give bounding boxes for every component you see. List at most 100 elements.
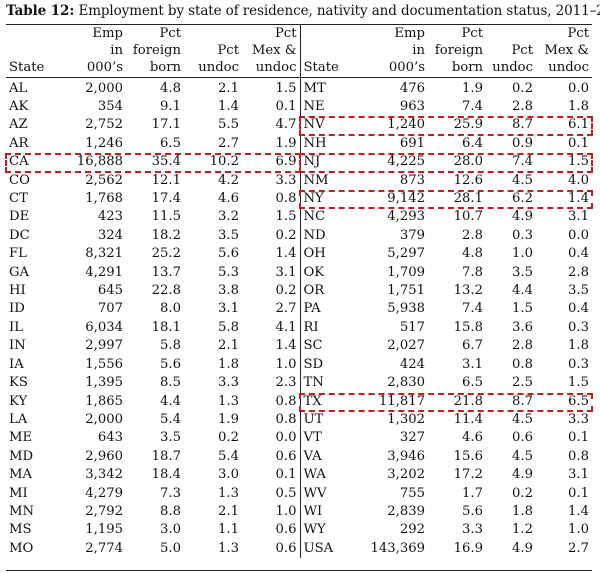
value-cell: 1.9: [275, 135, 297, 151]
value-cell: 35.4: [151, 154, 181, 170]
header-cell: undoc: [242, 59, 300, 78]
value-cell: 1.4: [218, 99, 239, 115]
value-cell: 1.0: [512, 246, 533, 262]
header-cell: undoc: [486, 59, 536, 78]
state-cell: SD: [299, 355, 366, 375]
value-cell: 8.5: [160, 375, 181, 391]
value-cell: 10.7: [453, 209, 483, 225]
state-cell: MN: [9, 503, 35, 519]
value-cell: 3,342: [85, 467, 123, 483]
value-cell: 0.1: [568, 430, 589, 446]
state-cell: MS: [9, 522, 32, 538]
state-cell: AZ: [9, 117, 28, 133]
value-cell: 9.1: [160, 99, 181, 115]
value-cell: 643: [97, 430, 123, 446]
header-cell: Pct: [217, 43, 239, 59]
state-cell: SC: [299, 337, 366, 356]
value-cell: 3.1: [462, 356, 483, 372]
value-cell: 13.7: [151, 264, 181, 280]
table-caption: Table 12: Employment by state of residen…: [6, 3, 600, 19]
value-cell: 2.8: [462, 227, 483, 243]
value-cell: 2,792: [85, 503, 123, 519]
value-cell: 11.4: [453, 411, 483, 427]
value-cell: 12.1: [151, 172, 181, 188]
header-cell: in: [110, 43, 123, 59]
table-row: IN 2,997 5.8 2.1 1.4 SC 2,027 6.7 2.8 1.8: [6, 337, 592, 356]
value-cell: 3.5: [568, 283, 589, 299]
value-cell: 1,302: [387, 411, 425, 427]
value-cell: 0.0: [568, 227, 589, 243]
value-cell: 1,240: [387, 117, 425, 133]
value-cell: 324: [97, 227, 123, 243]
value-cell: 1,751: [387, 283, 425, 299]
state-cell: UT: [299, 410, 366, 430]
state-cell: TN: [299, 374, 366, 393]
table-row: MO 2,774 5.0 1.3 0.6 USA 143,369 16.9 4.9 2.7: [6, 539, 592, 559]
value-cell: 17.2: [453, 467, 483, 483]
table-row: MS 1,195 3.0 1.1 0.6 WY 292 3.3 1.2 1.0: [6, 521, 592, 540]
value-cell: 645: [97, 283, 123, 299]
table-row: FL 8,321 25.2 5.6 1.4 OH 5,297 4.8 1.0 0.4: [6, 245, 592, 264]
value-cell: 2.8: [568, 264, 589, 280]
value-cell: 2,027: [387, 338, 425, 354]
value-cell: 4.0: [568, 172, 589, 188]
header-cell: foreign: [434, 43, 483, 59]
state-cell: WV: [299, 484, 366, 503]
state-cell: PA: [299, 300, 366, 319]
header-cell: 000’s: [68, 59, 126, 78]
header-cell: in: [412, 43, 425, 59]
state-cell: FL: [9, 246, 27, 262]
state-cell: MT: [299, 77, 366, 99]
state-cell: DC: [9, 227, 30, 243]
value-cell: 7.4: [512, 154, 533, 170]
value-cell: 476: [399, 80, 425, 96]
state-cell: NM: [299, 171, 366, 191]
value-cell: 2,000: [85, 411, 123, 427]
value-cell: 25.2: [151, 246, 181, 262]
table-row: AR 1,246 6.5 2.7 1.9 NH 691 6.4 0.9 0.1: [6, 134, 592, 154]
value-cell: 7.4: [462, 99, 483, 115]
value-cell: 1.8: [568, 99, 589, 115]
employment-table: Emp Pct Pct Emp Pct Pct in foreign Pct Mex & in for…: [6, 25, 592, 559]
value-cell: 0.8: [275, 393, 297, 409]
value-cell: 21.8: [453, 393, 483, 409]
value-cell: 3.5: [218, 227, 239, 243]
value-cell: 4.8: [462, 246, 483, 262]
value-cell: 0.8: [275, 191, 297, 207]
value-cell: 15.8: [453, 319, 483, 335]
value-cell: 6.1: [568, 117, 589, 133]
value-cell: 0.2: [512, 80, 533, 96]
value-cell: 8.0: [160, 301, 181, 317]
value-cell: 1.5: [275, 80, 297, 96]
value-cell: 143,369: [370, 540, 425, 556]
value-cell: 2.1: [218, 503, 239, 519]
value-cell: 4.6: [462, 430, 483, 446]
table-row: AZ 2,752 17.1 5.5 4.7 NV 1,240 25.9 8.7 6.1: [6, 116, 592, 135]
table-row: HI 645 22.8 3.8 0.2 OR 1,751 13.2 4.4 3.5: [6, 282, 592, 301]
value-cell: 3.5: [160, 430, 181, 446]
value-cell: 1.5: [512, 301, 533, 317]
state-cell: AL: [9, 80, 28, 96]
header-cell: [184, 25, 242, 42]
state-cell: NC: [299, 208, 366, 227]
state-cell: TX: [299, 392, 366, 411]
state-cell: IA: [9, 356, 24, 372]
value-cell: 5.8: [160, 338, 181, 354]
header-cell: [299, 42, 366, 60]
value-cell: 0.8: [275, 411, 297, 427]
value-cell: 2.1: [218, 80, 239, 96]
value-cell: 1.5: [568, 154, 589, 170]
value-cell: 4.9: [512, 209, 533, 225]
value-cell: 327: [399, 430, 425, 446]
header-cell: Emp: [92, 26, 123, 41]
state-cell: WA: [299, 466, 366, 485]
header-cell: [299, 25, 366, 43]
state-cell: IN: [9, 338, 26, 354]
value-cell: 4,293: [387, 209, 425, 225]
value-cell: 423: [97, 209, 123, 225]
value-cell: 0.1: [568, 135, 589, 151]
state-cell: KS: [9, 375, 28, 391]
value-cell: 5.6: [462, 503, 483, 519]
table-row: KS 1,395 8.5 3.3 2.3 TN 2,830 6.5 2.5 1.5: [6, 374, 592, 393]
table-bottom-rule: [6, 570, 592, 571]
